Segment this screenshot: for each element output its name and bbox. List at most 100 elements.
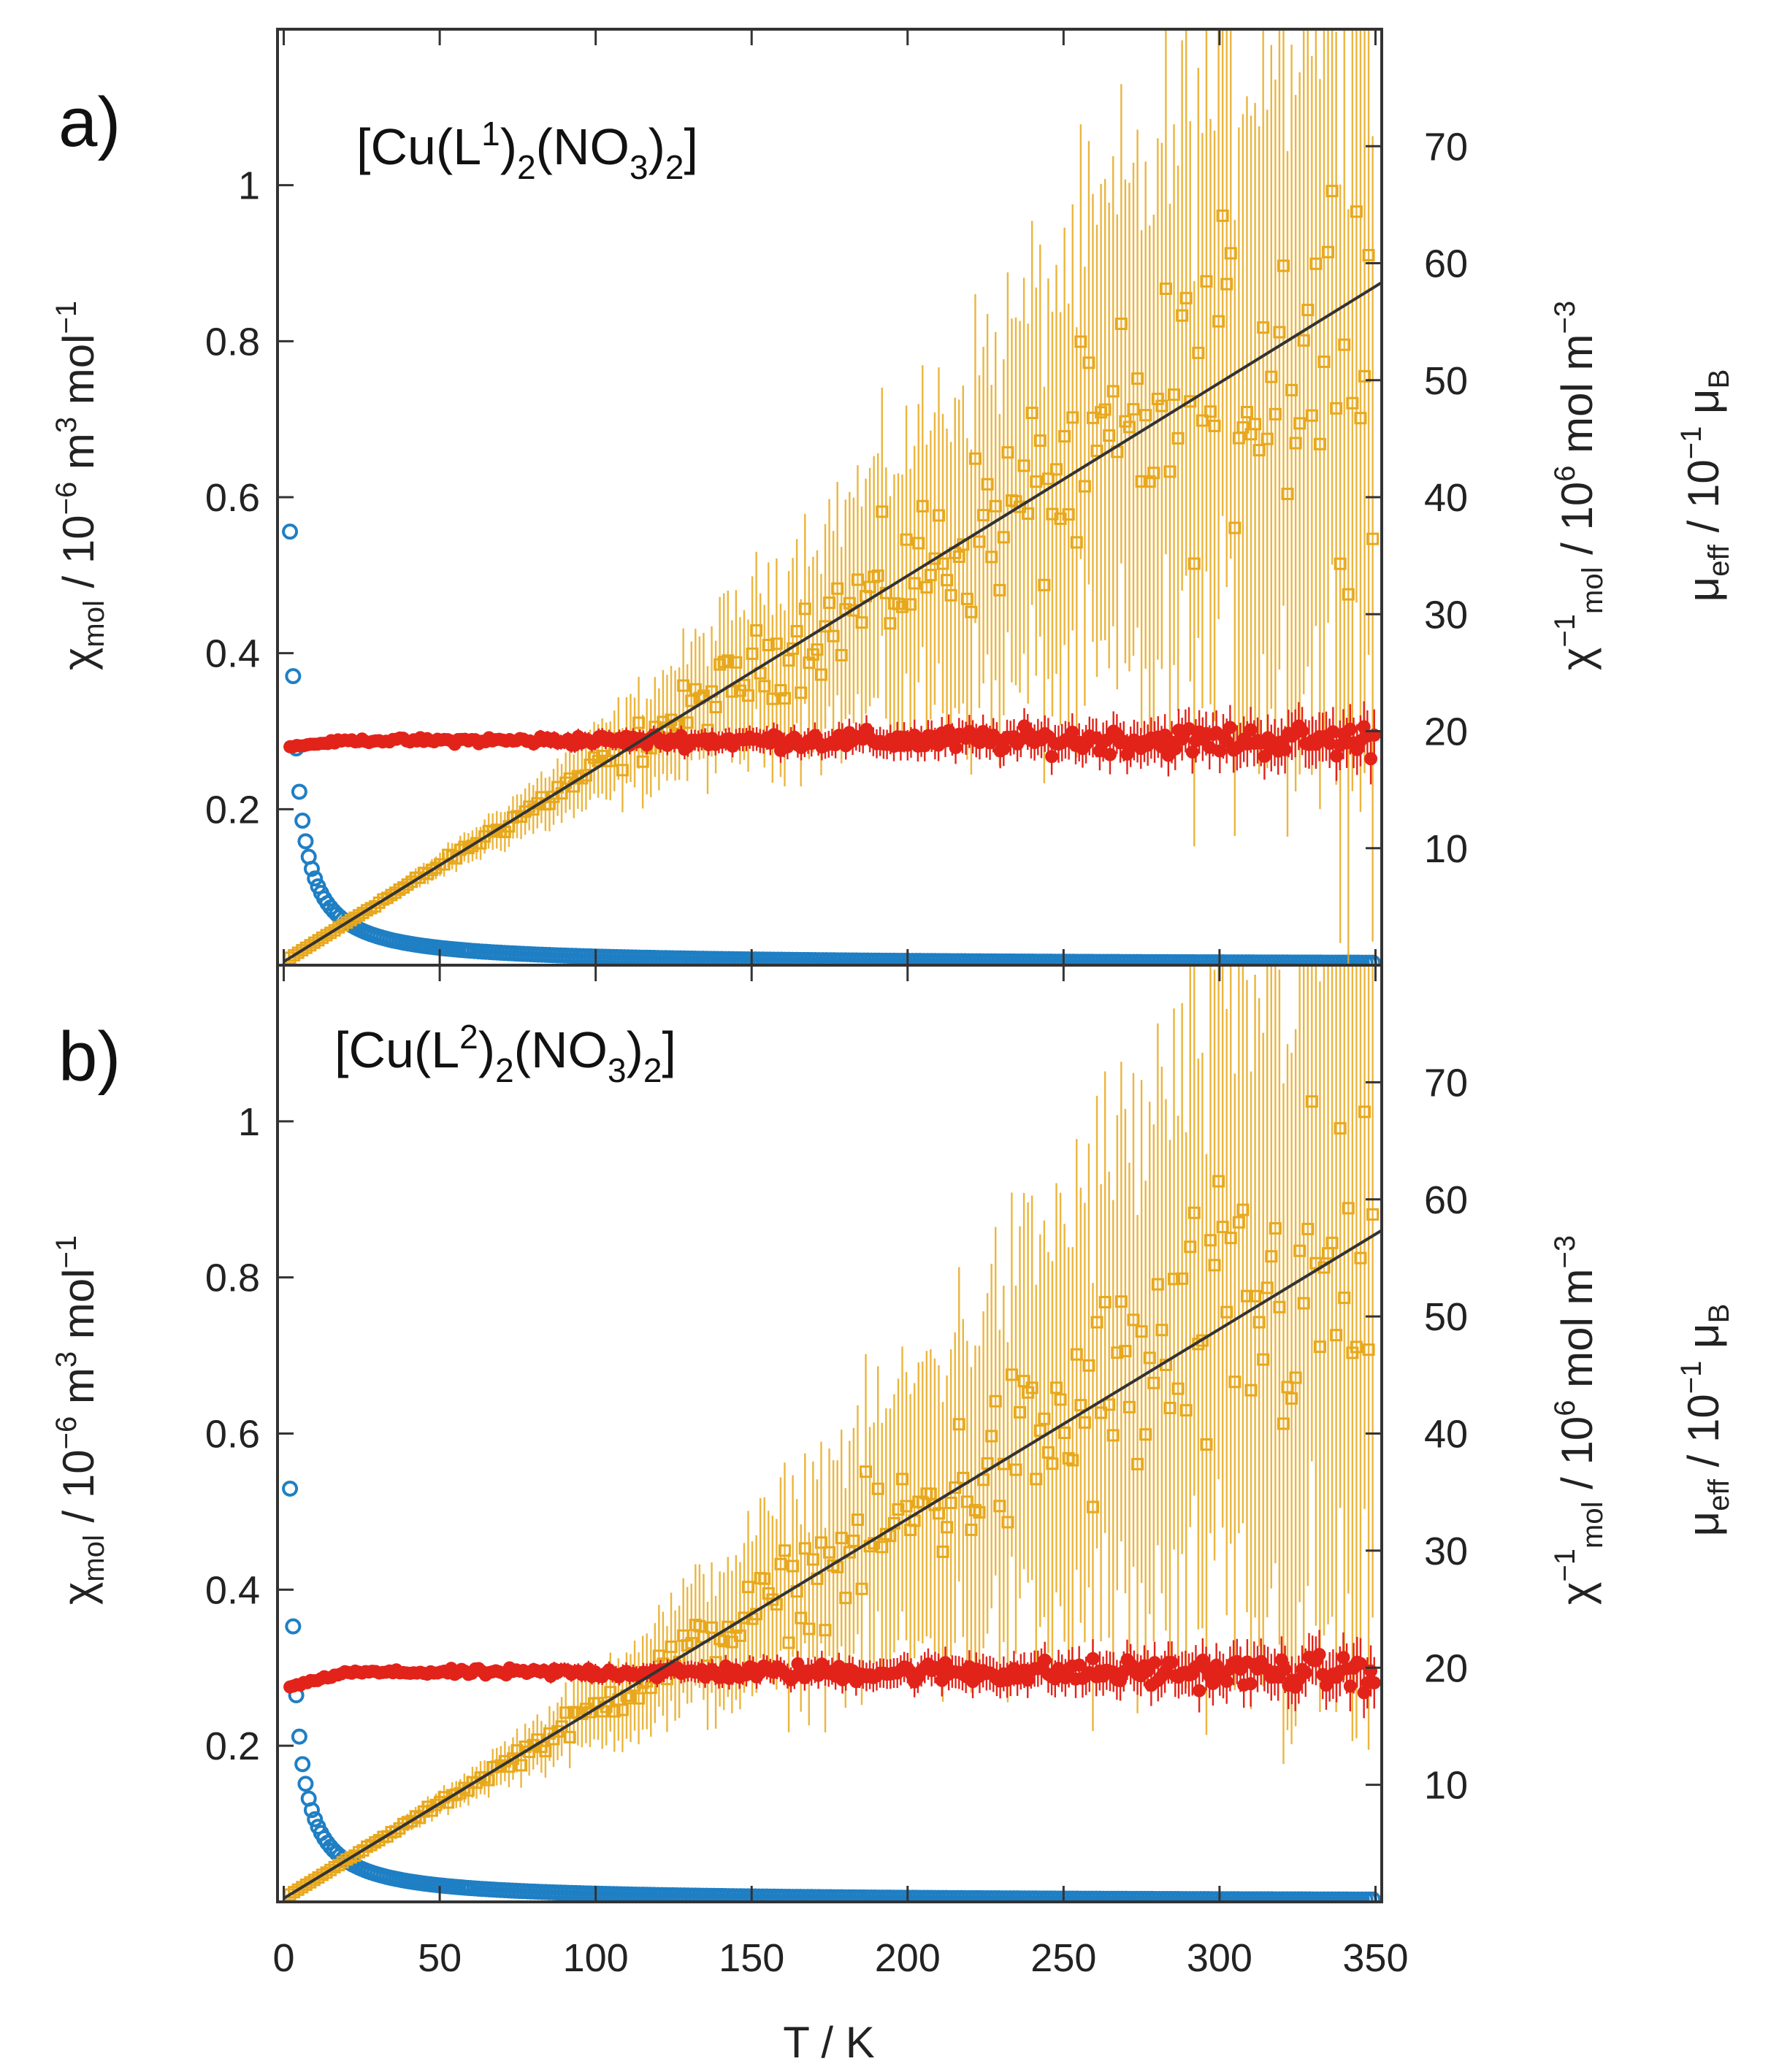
panel-a-inverse-chi-point bbox=[1204, 405, 1217, 418]
panel-a-inverse-chi-point bbox=[1240, 405, 1253, 418]
panel-a-inverse-chi-point bbox=[1001, 446, 1014, 459]
panel-b-inverse-chi-point bbox=[839, 1592, 852, 1605]
panel-b-inverse-chi-point bbox=[738, 1611, 751, 1624]
panel-a-inverse-chi-point bbox=[904, 598, 917, 611]
panel-b-mu-eff-point bbox=[1353, 1657, 1367, 1670]
panel-a-inverse-chi-point bbox=[1090, 445, 1103, 458]
panel-b-inverse-chi-point bbox=[1354, 1251, 1367, 1265]
panel-b-inverse-chi-point bbox=[1046, 1457, 1059, 1470]
panel-a-inverse-chi-point bbox=[871, 569, 884, 583]
panel-b-inverse-chi-point bbox=[876, 1540, 889, 1554]
panel-b-inverse-chi-point bbox=[722, 1620, 735, 1633]
panel-a-inverse-chi-point bbox=[1074, 335, 1087, 348]
panel-b-inverse-chi-point bbox=[1273, 1300, 1286, 1313]
panel-a-inverse-chi-point bbox=[993, 583, 1006, 596]
panel-a-inverse-chi-point bbox=[766, 692, 779, 705]
panel-b-inverse-chi-point bbox=[1334, 1121, 1347, 1135]
panel-b-series-chi bbox=[282, 1480, 1382, 1902]
panel-a-fit-line bbox=[283, 281, 1382, 963]
panel-b: b) [Cu(L2)2(NO3)2] 0.2 0.4 0.6 0.8 1 10 20 30 40… bbox=[50, 964, 1735, 1903]
panel-b-mu-eff-point bbox=[1367, 1676, 1381, 1689]
panel-a-inverse-chi-point bbox=[758, 680, 771, 693]
panel-a-inverse-chi-point bbox=[985, 550, 998, 564]
svg-text:χmol / 10−6 m3 mol−1: χmol / 10−6 m3 mol−1 bbox=[50, 301, 110, 670]
panel-a-inverse-chi-point bbox=[778, 691, 791, 705]
panel-b-right-tick-label: 70 bbox=[1424, 1061, 1468, 1105]
panel-a-label: a) bbox=[58, 83, 120, 161]
panel-a-left-tick-label: 0.2 bbox=[205, 788, 260, 832]
panel-a-inverse-chi-point bbox=[1159, 282, 1172, 295]
panel-b-mu-eff-point bbox=[1086, 1651, 1100, 1665]
panel-a-inverse-chi-point bbox=[1184, 395, 1197, 408]
x-axis-tick-labels: 0 50 100 150 200 250 300 350 bbox=[273, 1936, 1409, 1980]
panel-a-inverse-chi-point bbox=[709, 700, 722, 713]
panel-a-inverse-chi-point bbox=[762, 638, 775, 651]
panel-b-inverse-chi-point bbox=[1074, 1399, 1087, 1412]
panel-a-series-mu-eff bbox=[283, 701, 1381, 785]
panel-b-inverse-chi-point bbox=[1147, 1376, 1160, 1389]
panel-b-right-tick-label: 40 bbox=[1424, 1413, 1468, 1457]
panel-b-inverse-chi-point bbox=[1265, 1250, 1278, 1263]
panel-b-inverse-chi-point bbox=[782, 1636, 795, 1649]
panel-a-inverse-chi-point bbox=[1163, 465, 1177, 478]
panel-a-inverse-chi-point bbox=[1050, 463, 1063, 476]
panel-a-inverse-chi-point bbox=[900, 533, 913, 546]
panel-b-inverse-chi-point bbox=[1163, 1402, 1177, 1415]
x-axis-label: T / K bbox=[783, 2018, 875, 2067]
panel-a-inverse-chi-point bbox=[730, 656, 743, 669]
panel-b-mu-eff-point bbox=[1148, 1656, 1162, 1670]
panel-b-inverse-chi-point bbox=[1078, 1416, 1091, 1429]
panel-b-inverse-chi-point bbox=[778, 1544, 791, 1557]
panel-a-mu-eff-point bbox=[1045, 750, 1059, 764]
panel-b-inverse-chi-point bbox=[1014, 1405, 1027, 1419]
panel-a-inverse-chi-point bbox=[1313, 437, 1326, 450]
panel-a-inverse-chi-point bbox=[1362, 248, 1375, 261]
panel-b-inverse-chi-point bbox=[1119, 1345, 1132, 1358]
panel-b-inverse-chi-point bbox=[1195, 1334, 1209, 1347]
panel-a-inverse-chi-point bbox=[782, 654, 795, 667]
panel-a-inverse-chi-point bbox=[1338, 338, 1351, 351]
panel-a-inverse-chi-point bbox=[973, 535, 986, 548]
panel-a-inverse-chi-point bbox=[1281, 487, 1294, 500]
panel-b-inverse-chi-point bbox=[1070, 1348, 1083, 1361]
panel-b-chi-point bbox=[297, 1776, 314, 1792]
panel-b-inverse-chi-point bbox=[1362, 1343, 1375, 1357]
panel-b-inverse-chi-point bbox=[1176, 1272, 1189, 1285]
panel-a-axes: 0.2 0.4 0.6 0.8 1 10 20 30 40 50 60 70 bbox=[205, 28, 1468, 967]
panel-b-label: b) bbox=[58, 1018, 120, 1096]
panel-a-left-axis-label: χmol / 10−6 m3 mol−1 bbox=[50, 301, 110, 670]
panel-b-inverse-chi-point bbox=[944, 1496, 957, 1509]
panel-b-right-tick-label: 60 bbox=[1424, 1178, 1468, 1222]
panel-a-inverse-chi-point bbox=[1366, 532, 1380, 545]
panel-b-left-tick-label: 0.2 bbox=[205, 1724, 260, 1768]
panel-a-inverse-chi-point bbox=[876, 505, 889, 518]
panel-a-inverse-chi-point bbox=[1297, 334, 1310, 347]
panel-b-inverse-chi-point bbox=[973, 1505, 986, 1519]
panel-a-inverse-chi-point bbox=[1041, 472, 1055, 486]
panel-a-inverse-chi-point bbox=[847, 604, 860, 617]
panel-a-inverse-chi-point bbox=[1350, 205, 1363, 218]
panel-b-inverse-chi-point bbox=[871, 1482, 884, 1495]
panel-a-inverse-chi-point bbox=[1285, 383, 1298, 396]
panel-a-inverse-chi-point bbox=[989, 499, 1002, 513]
panel-a-inverse-chi-point bbox=[896, 600, 909, 613]
panel-a-inverse-chi-point bbox=[1058, 430, 1071, 443]
panel-a-inverse-chi-point bbox=[1252, 444, 1266, 457]
panel-b-inverse-chi-point bbox=[705, 1621, 719, 1634]
panel-a-inverse-chi-point bbox=[616, 764, 629, 777]
panel-a-inverse-chi-point bbox=[685, 694, 698, 707]
panel-b-inverse-chi-point bbox=[604, 1686, 617, 1699]
panel-a-inverse-chi-point bbox=[1208, 419, 1221, 432]
panel-a-right-axis-label-mu-eff: μeff / 10−1 μB bbox=[1675, 369, 1735, 602]
panel-b-inverse-chi-point bbox=[559, 1706, 573, 1719]
panel-b-inverse-chi-point bbox=[1305, 1095, 1318, 1108]
panel-b-inverse-chi-point bbox=[1297, 1297, 1310, 1310]
svg-text:χmol / 10−6 m3 mol−1: χmol / 10−6 m3 mol−1 bbox=[50, 1235, 110, 1605]
panel-b-mu-eff-point bbox=[1244, 1677, 1258, 1691]
panel-a-inverse-chi-point bbox=[1216, 209, 1229, 222]
panel-a-inverse-chi-point bbox=[1135, 475, 1148, 488]
panel-b-inverse-chi-point bbox=[1228, 1375, 1242, 1389]
panel-b-right-tick-label: 10 bbox=[1424, 1764, 1468, 1808]
panel-b-inverse-chi-point bbox=[1236, 1203, 1250, 1216]
panel-a-inverse-chi-point bbox=[1317, 355, 1331, 368]
